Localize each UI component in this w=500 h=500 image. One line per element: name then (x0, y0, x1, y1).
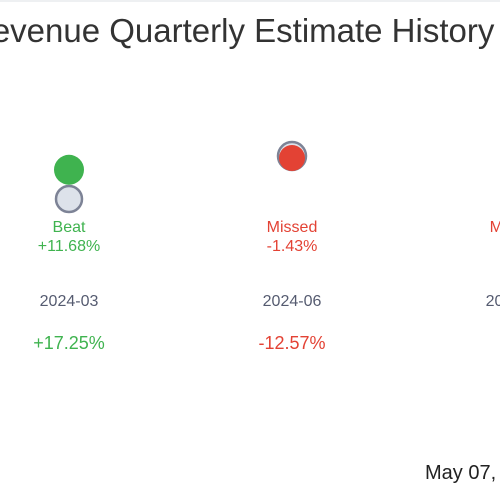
chart-title: Revenue Quarterly Estimate History (0, 12, 495, 49)
result-label: Missed (267, 219, 318, 236)
top-divider (0, 0, 500, 2)
estimate-marker (54, 184, 84, 214)
period-label: 2024-09 (486, 293, 500, 310)
change-value: -12.57% (258, 333, 325, 353)
actual-marker (279, 145, 305, 171)
change-value: +17.25% (33, 333, 105, 353)
report-date: May 07, 2025 (425, 462, 500, 484)
surprise-value: +11.68% (38, 238, 100, 255)
result-label: Missed (490, 219, 500, 236)
period-label: 2024-06 (263, 293, 322, 310)
actual-marker (54, 154, 84, 185)
period-label: 2024-03 (40, 293, 99, 310)
surprise-value: -1.43% (267, 238, 318, 255)
result-label: Beat (53, 219, 86, 236)
